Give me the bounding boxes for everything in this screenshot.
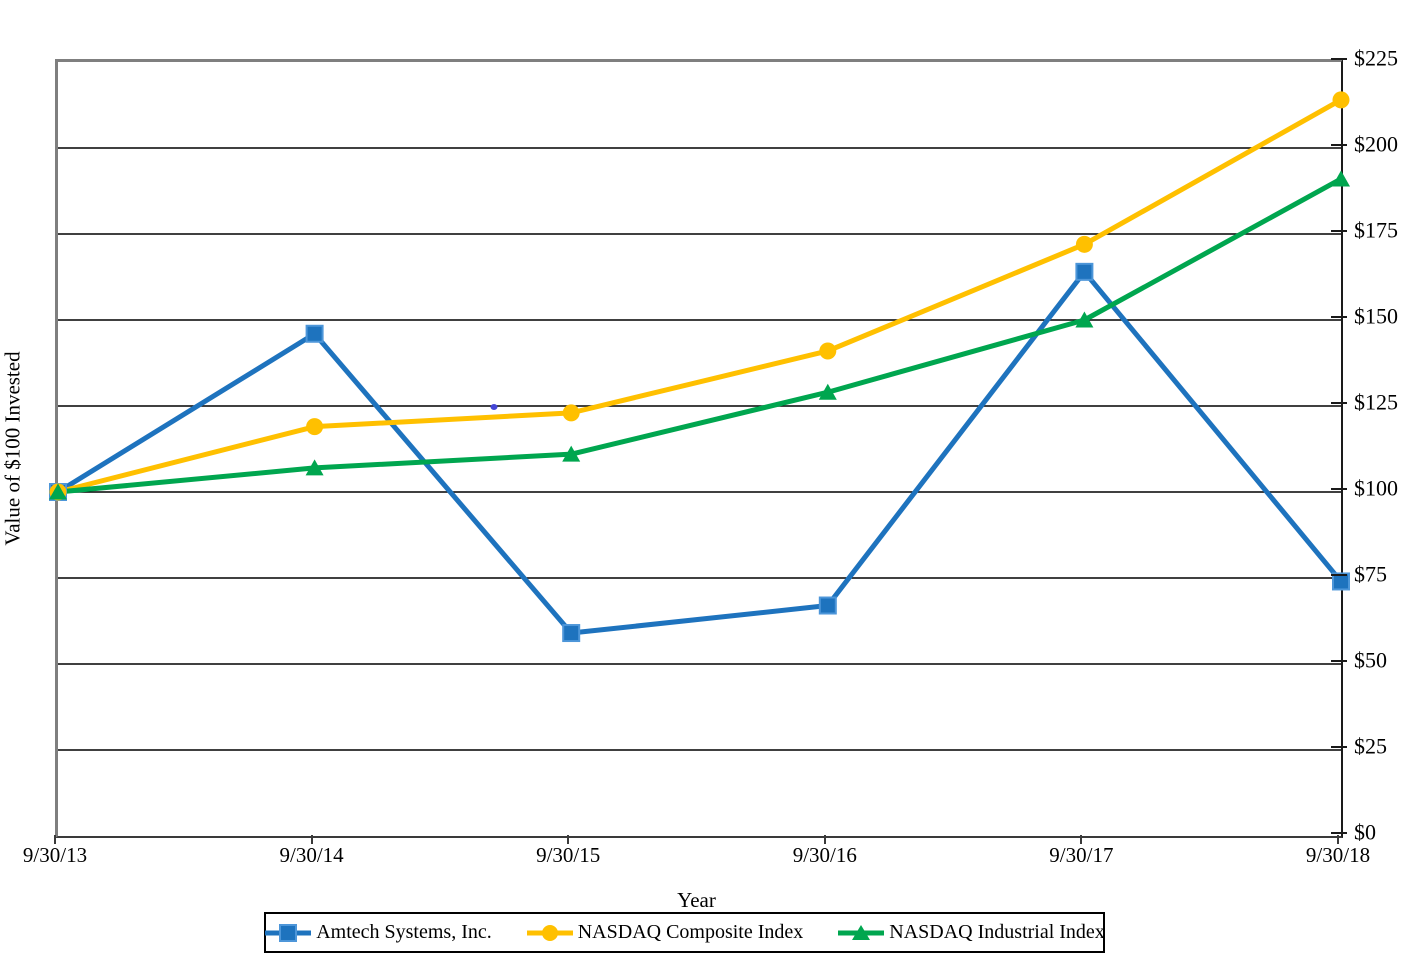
y-axis-tick-label: $75 [1354,561,1387,587]
y-axis-tick [1331,144,1347,146]
x-axis-tick [310,835,313,844]
y-axis-tick-label: $175 [1354,217,1398,243]
series-line [55,269,1344,636]
circle-marker [306,418,324,436]
triangle-marker [1075,311,1094,328]
triangle-marker [818,383,837,400]
blue-square-line-icon [265,923,312,942]
triangle-marker [305,459,324,476]
y-axis-tick [1331,832,1347,834]
square-marker [562,624,581,643]
series-line [55,176,1344,495]
y-axis-tick-label: $25 [1354,733,1387,759]
circle-marker [1332,91,1350,109]
y-axis-tick-label: $50 [1354,647,1387,673]
legend-item-amtech: Amtech Systems, Inc. [264,921,492,944]
x-axis-tick [1080,835,1083,844]
plot-area [49,59,1350,838]
y-axis-tick [1331,402,1347,404]
green-triangle-line-icon [838,924,885,940]
y-axis-tick [1331,488,1347,490]
circle-marker [1075,235,1093,253]
circle-marker [562,404,580,422]
x-axis-tick-label: 9/30/16 [792,843,857,867]
stray-dot [490,404,498,410]
square-marker [818,596,837,615]
gold-circle-line-icon [526,924,573,941]
x-axis-tick [823,835,826,844]
y-axis-tick-label: $100 [1354,475,1398,501]
x-axis-tick [567,835,570,844]
x-axis-tick [54,835,56,844]
circle-marker [819,342,837,360]
y-axis-tick-label: $200 [1354,131,1398,157]
legend-label: Amtech Systems, Inc. [316,921,492,943]
y-axis-tick-label: $0 [1354,819,1376,845]
x-axis-title: Year [677,888,716,912]
square-marker [1075,262,1094,281]
legend: Amtech Systems, Inc. NASDAQ Composite In… [264,912,1105,953]
x-axis-tick-label: 9/30/18 [1305,843,1371,867]
y-axis-tick [1331,316,1347,318]
x-axis-tick [1337,835,1339,844]
legend-label: NASDAQ Composite Index [577,921,804,943]
triangle-marker [562,445,581,462]
triangle-marker [1332,170,1350,187]
y-axis-tick [1331,230,1347,232]
y-axis-tick [1331,58,1347,60]
y-axis-title: Value of $100 Invested [0,351,25,546]
x-axis-tick-label: 9/30/14 [279,843,344,867]
legend-item-nasdaq-composite: NASDAQ Composite Index [526,921,804,944]
legend-item-nasdaq-industrial: NASDAQ Industrial Index [837,921,1105,944]
y-axis-tick-label: $225 [1354,45,1398,71]
chart-canvas [49,91,1350,751]
triangle-marker [49,483,67,500]
x-axis-tick-label: 9/30/13 [22,843,88,867]
x-axis-tick-label: 9/30/17 [1049,843,1114,867]
y-axis-tick [1331,746,1347,748]
legend-label: NASDAQ Industrial Index [889,921,1105,943]
y-axis-tick-label: $150 [1354,303,1398,329]
y-axis-tick [1331,660,1347,662]
square-marker [1332,572,1350,591]
series-line [55,97,1344,495]
square-marker [305,324,324,343]
x-axis-tick-label: 9/30/15 [536,843,601,867]
y-axis-tick [1331,574,1347,576]
y-axis-tick-label: $125 [1354,389,1398,415]
